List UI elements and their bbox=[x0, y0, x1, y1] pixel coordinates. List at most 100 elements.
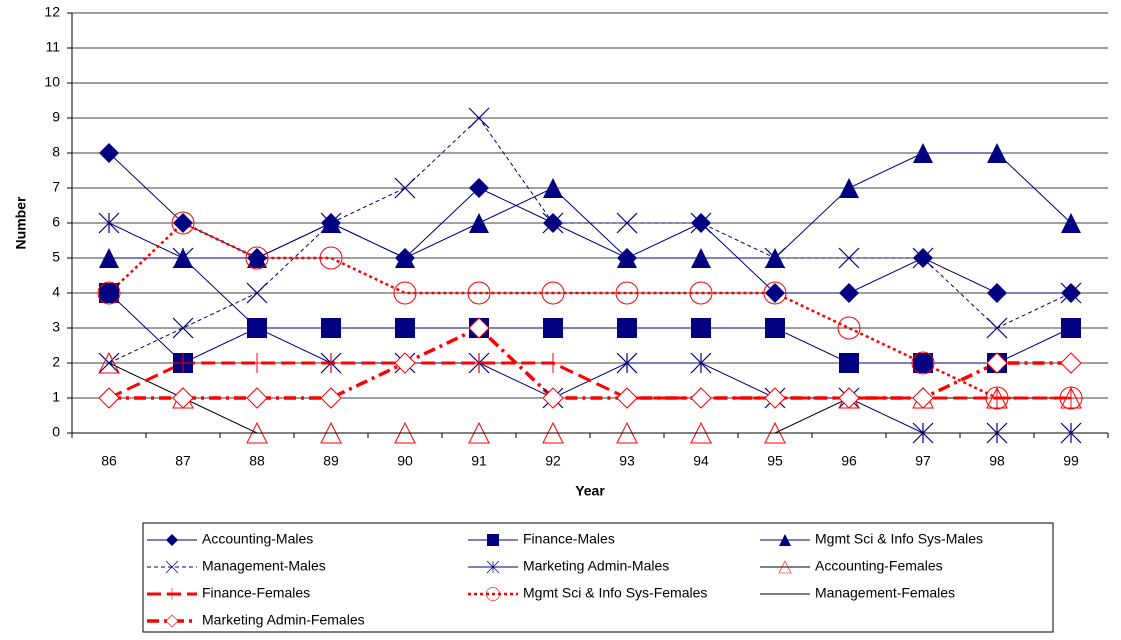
x-tick-label: 91 bbox=[471, 453, 487, 469]
legend-marker bbox=[778, 560, 792, 574]
data-point bbox=[1061, 318, 1081, 338]
y-axis-title: Number bbox=[13, 196, 29, 249]
x-tick-label: 94 bbox=[693, 453, 709, 469]
legend-label: Mgmt Sci & Info Sys-Females bbox=[523, 585, 707, 601]
data-point bbox=[987, 283, 1007, 303]
data-point bbox=[543, 178, 563, 198]
y-tick-label: 10 bbox=[44, 74, 60, 90]
legend-marker bbox=[165, 614, 179, 628]
data-point bbox=[468, 107, 490, 129]
data-point bbox=[837, 316, 861, 340]
legend-marker bbox=[486, 560, 500, 574]
data-point bbox=[247, 248, 267, 268]
legend-marker bbox=[165, 560, 179, 574]
data-point bbox=[98, 387, 120, 409]
data-point bbox=[542, 212, 564, 234]
legend-label: Management-Females bbox=[815, 585, 955, 601]
data-point bbox=[395, 248, 415, 268]
y-tick-label: 1 bbox=[52, 389, 60, 405]
x-tick-label: 87 bbox=[175, 453, 191, 469]
data-point bbox=[912, 247, 934, 269]
y-tick-label: 6 bbox=[52, 214, 60, 230]
legend-marker bbox=[166, 534, 178, 546]
legend-item: Marketing Admin-Females bbox=[147, 612, 365, 628]
y-tick-label: 5 bbox=[52, 249, 60, 265]
x-tick-label: 89 bbox=[323, 453, 339, 469]
data-point bbox=[469, 353, 489, 373]
y-tick-label: 9 bbox=[52, 109, 60, 125]
data-point bbox=[393, 281, 417, 305]
data-point bbox=[395, 318, 415, 338]
y-tick-label: 4 bbox=[52, 284, 60, 300]
data-point bbox=[172, 387, 194, 409]
series-line bbox=[108, 221, 1071, 400]
data-point bbox=[616, 352, 638, 374]
data-point bbox=[1061, 213, 1081, 233]
data-point bbox=[541, 281, 565, 305]
data-point bbox=[987, 143, 1007, 163]
legend-label: Marketing Admin-Males bbox=[523, 558, 669, 574]
legend-item: Accounting-Females bbox=[760, 558, 943, 574]
data-point bbox=[690, 387, 712, 409]
legend-item: Mgmt Sci & Info Sys-Females bbox=[468, 585, 707, 601]
data-point bbox=[469, 178, 489, 198]
data-point bbox=[99, 248, 119, 268]
y-tick-label: 8 bbox=[52, 144, 60, 160]
data-point bbox=[394, 352, 416, 374]
legend-marker bbox=[487, 534, 499, 546]
data-point bbox=[543, 353, 563, 373]
data-point bbox=[172, 247, 194, 269]
legend-item: Finance-Females bbox=[147, 585, 310, 601]
legend-item: Management-Females bbox=[760, 585, 955, 601]
data-point bbox=[468, 317, 490, 339]
y-tick-label: 3 bbox=[52, 319, 60, 335]
data-point bbox=[99, 143, 119, 163]
data-point bbox=[173, 353, 193, 373]
legend-label: Finance-Males bbox=[523, 531, 615, 547]
data-point bbox=[98, 351, 120, 374]
series-line bbox=[108, 292, 1072, 364]
data-point bbox=[764, 247, 786, 269]
legend-marker bbox=[165, 587, 178, 600]
data-point bbox=[469, 213, 489, 233]
data-point bbox=[913, 143, 933, 163]
data-point bbox=[691, 248, 711, 268]
data-point bbox=[1060, 282, 1082, 304]
data-point bbox=[98, 352, 120, 374]
data-point bbox=[764, 387, 786, 409]
x-tick-label: 95 bbox=[767, 453, 783, 469]
data-point bbox=[912, 387, 934, 409]
series-line bbox=[108, 361, 1071, 400]
x-tick-label: 86 bbox=[101, 453, 117, 469]
data-point bbox=[616, 212, 638, 234]
data-point bbox=[617, 318, 637, 338]
data-point bbox=[616, 387, 638, 409]
data-point bbox=[911, 351, 935, 375]
data-point bbox=[320, 387, 342, 409]
y-tick-label: 0 bbox=[52, 424, 60, 440]
y-tick-label: 7 bbox=[52, 179, 60, 195]
legend-item: Finance-Males bbox=[468, 531, 615, 547]
y-tick-label: 2 bbox=[52, 354, 60, 370]
series-line bbox=[109, 325, 1071, 400]
data-point bbox=[247, 353, 267, 373]
data-point bbox=[691, 318, 711, 338]
data-point bbox=[542, 387, 564, 409]
legend-label: Accounting-Females bbox=[815, 558, 943, 574]
data-point bbox=[1061, 388, 1081, 408]
data-point bbox=[913, 353, 933, 373]
data-point bbox=[543, 318, 563, 338]
data-point bbox=[246, 387, 268, 409]
data-point bbox=[321, 353, 341, 373]
legend-label: Mgmt Sci & Info Sys-Males bbox=[815, 531, 983, 547]
data-point bbox=[689, 281, 713, 305]
data-point bbox=[99, 283, 119, 303]
data-point bbox=[987, 388, 1007, 408]
x-axis-title: Year bbox=[575, 483, 605, 499]
data-point bbox=[246, 317, 268, 339]
x-tick-label: 92 bbox=[545, 453, 561, 469]
data-point bbox=[172, 317, 194, 339]
data-point bbox=[246, 282, 268, 304]
legend-item: Accounting-Males bbox=[147, 531, 313, 547]
